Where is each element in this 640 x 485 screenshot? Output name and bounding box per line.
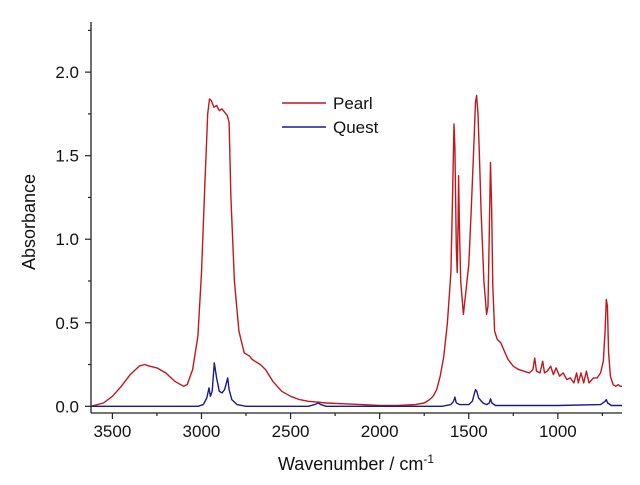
x-tick-label: 1000	[539, 422, 577, 441]
axes	[90, 22, 622, 414]
x-tick-label: 3500	[93, 422, 131, 441]
x-axis-title-superscript: -1	[423, 452, 434, 466]
y-tick-label: 0.5	[55, 314, 79, 333]
x-tick-label: 2000	[361, 422, 399, 441]
legend-label-quest: Quest	[333, 118, 379, 137]
legend-label-pearl: Pearl	[333, 94, 373, 113]
x-tick-label: 3000	[183, 422, 221, 441]
x-tick-label: 1500	[450, 422, 488, 441]
axis-ticks: 3500 3000 2500 2000 1500 1000 0.0 0.5 1.0 1.5 2.0	[55, 29, 603, 441]
y-tick-label: 1.5	[55, 147, 79, 166]
y-axis-title: Absorbance	[19, 174, 39, 270]
x-tick-label: 2500	[272, 422, 310, 441]
plot-lines	[90, 94, 622, 407]
legend: Pearl Quest	[282, 94, 379, 137]
series-line-quest	[91, 362, 622, 407]
series-line-pearl	[90, 94, 622, 407]
y-tick-label: 0.0	[55, 397, 79, 416]
y-tick-label: 1.0	[55, 230, 79, 249]
y-tick-label: 2.0	[55, 63, 79, 82]
x-axis-title: Wavenumber / cm-1	[278, 452, 434, 474]
